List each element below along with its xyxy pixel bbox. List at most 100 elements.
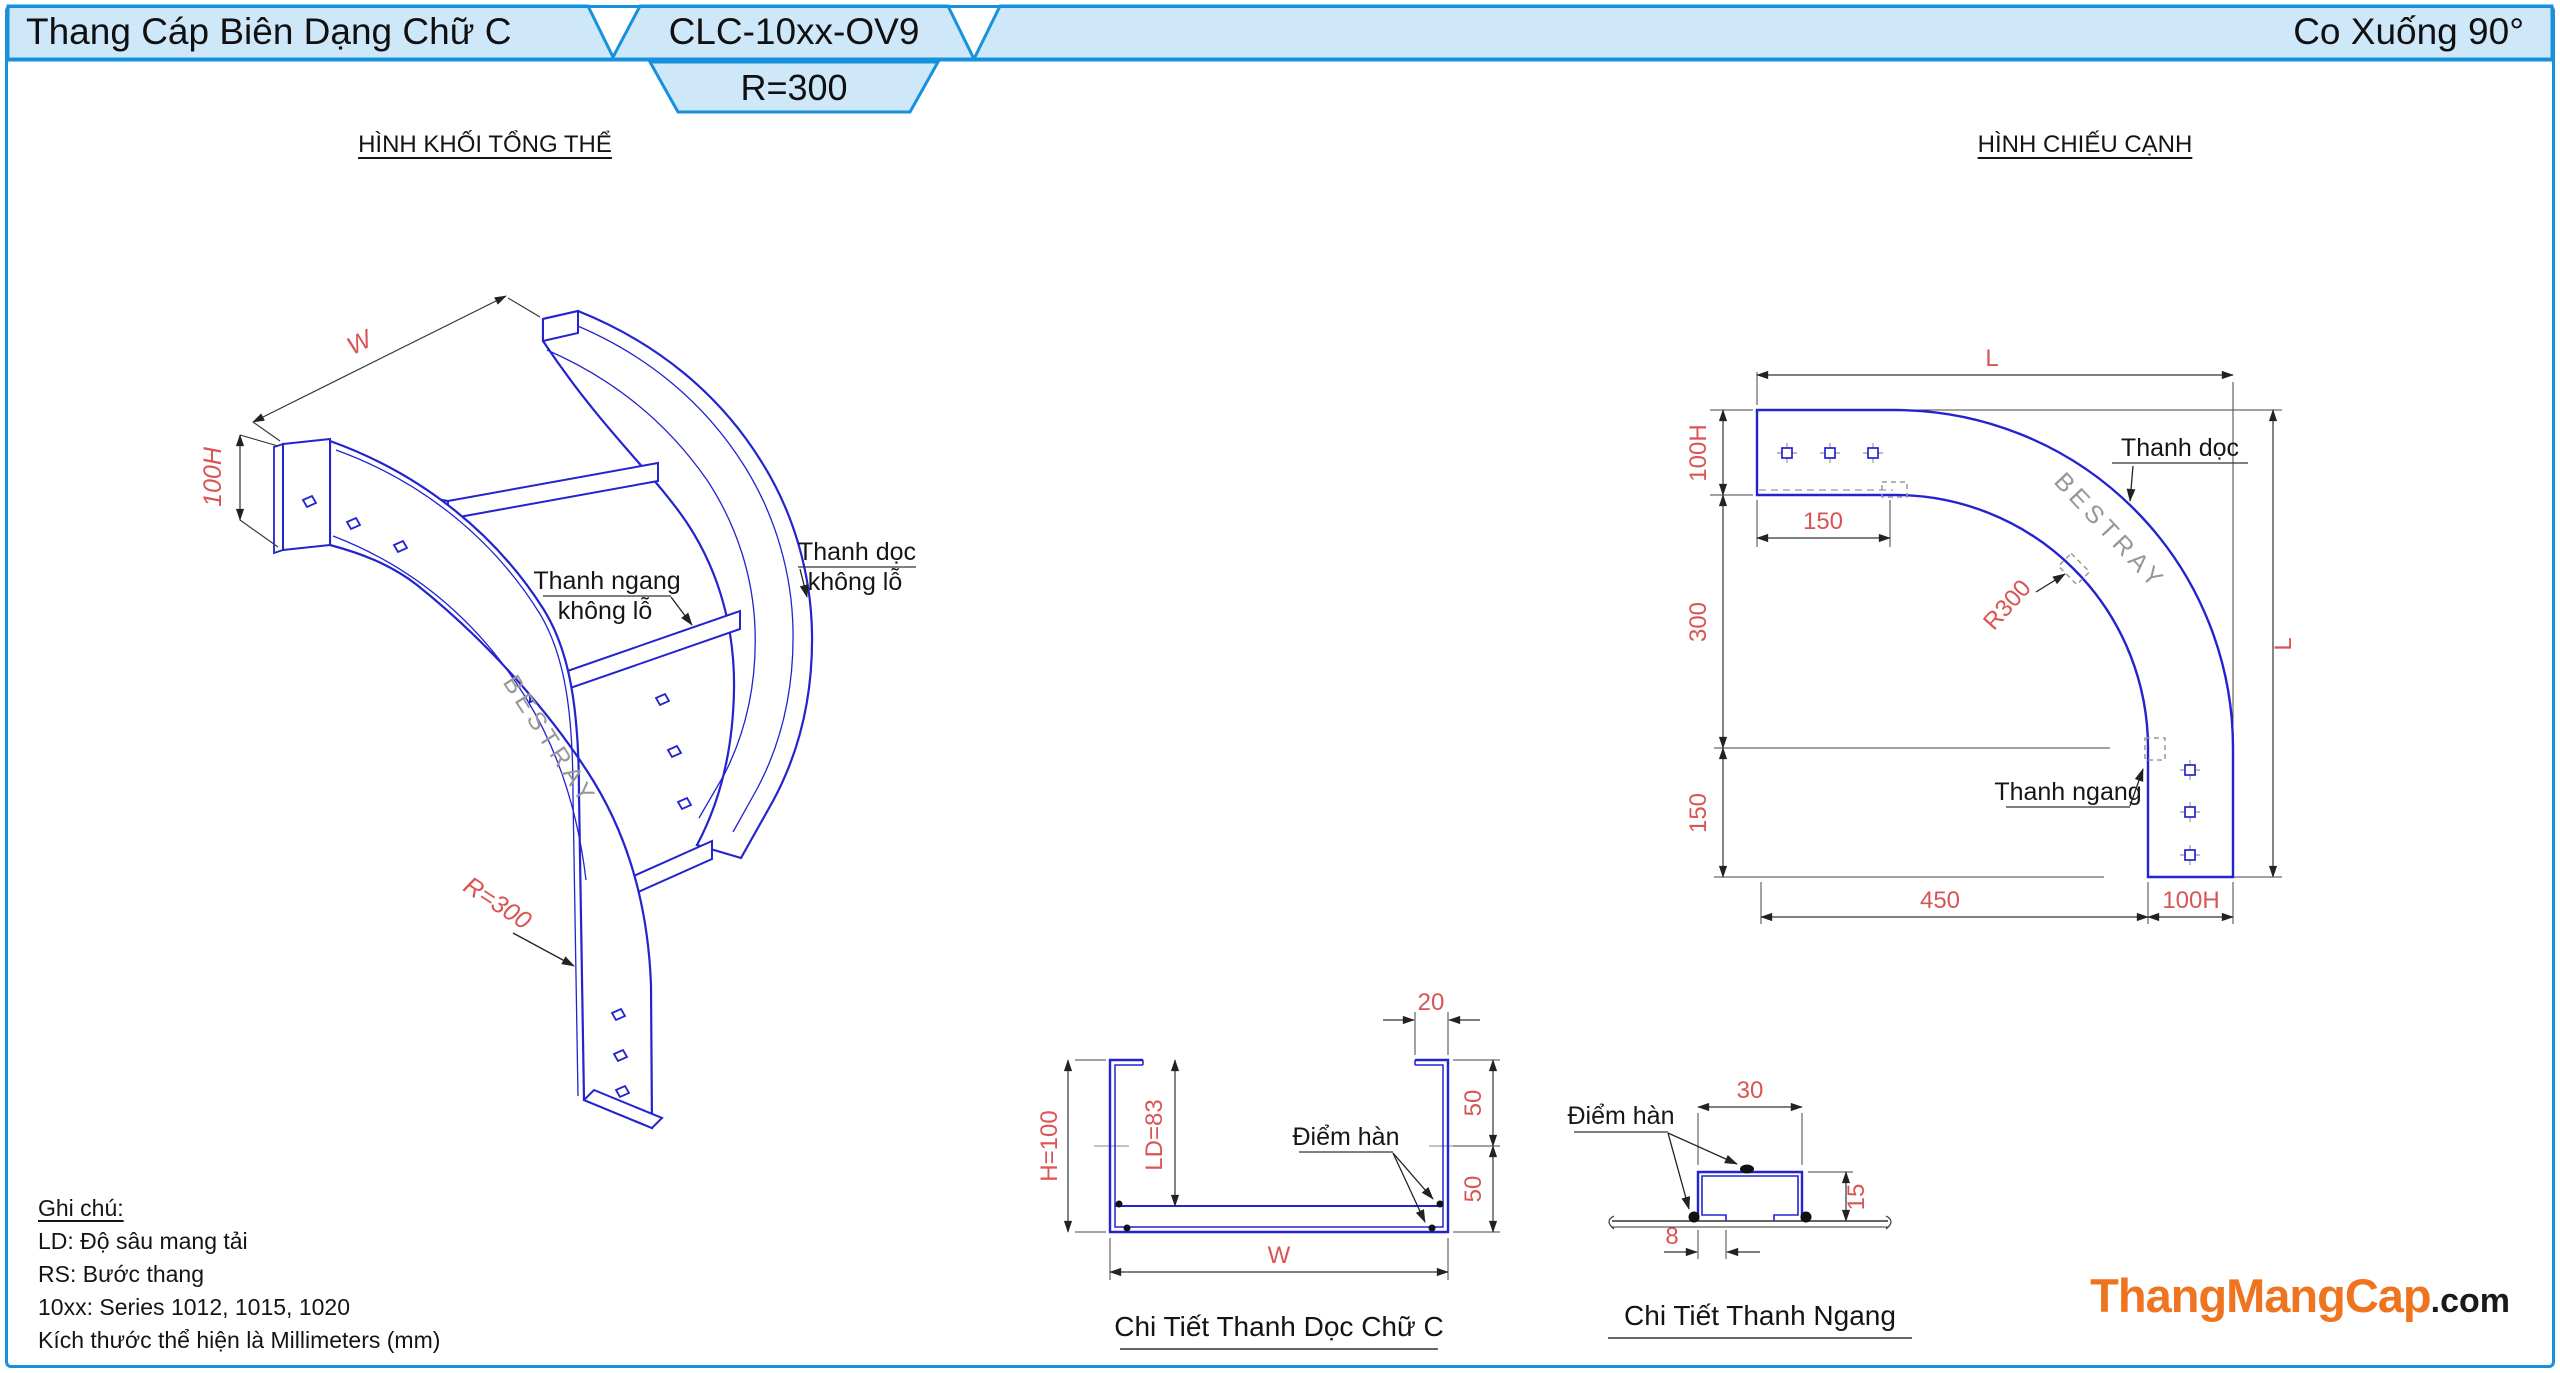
iso-w-ext-line bbox=[252, 421, 281, 442]
iso-rung-label-2: không lỗ bbox=[558, 596, 653, 625]
header-band bbox=[6, 4, 2554, 114]
c-dim-LD-label: LD=83 bbox=[1141, 1099, 1168, 1170]
iso-near-rail bbox=[328, 439, 654, 1130]
rung-weld-blob bbox=[1740, 1164, 1754, 1174]
c-weld-leader bbox=[1392, 1152, 1426, 1223]
iso-leg-hole bbox=[610, 1007, 627, 1022]
c-profile-inner bbox=[1114, 1064, 1444, 1228]
iso-radius-label: R=300 bbox=[459, 871, 537, 935]
iso-h-dim-label: 100H bbox=[199, 446, 227, 507]
iso-w-dim-line bbox=[252, 295, 507, 423]
iso-rung-label: Thanh ngang bbox=[533, 567, 680, 595]
side-dim-100H-left-label: 100H bbox=[1685, 424, 1712, 481]
iso-rung-top bbox=[447, 461, 659, 521]
side-weld-mark bbox=[1881, 481, 1908, 498]
rung-detail-title: Chi Tiết Thanh Ngang bbox=[1624, 1300, 1896, 1331]
iso-far-rail-hole bbox=[676, 796, 693, 811]
iso-rung-leader bbox=[670, 596, 693, 626]
iso-far-rail-flange-line bbox=[567, 321, 794, 833]
iso-h-ext-line bbox=[239, 519, 279, 548]
side-radius-leader bbox=[2035, 573, 2066, 593]
rung-dim-8-label: 8 bbox=[1665, 1223, 1678, 1250]
iso-far-rail-end-cap bbox=[542, 309, 579, 343]
iso-near-rail-hole bbox=[392, 539, 409, 554]
c-weld-label: Điểm hàn bbox=[1293, 1123, 1400, 1151]
iso-w-dim-label: W bbox=[342, 324, 378, 361]
side-elbow-outline bbox=[1755, 408, 2235, 879]
iso-far-rail-inner-flange-line bbox=[546, 349, 756, 819]
brand-logo-suffix: .com bbox=[2430, 1282, 2510, 1320]
rung-weld-leader bbox=[1667, 1132, 1738, 1165]
side-rail-label: Thanh dọc bbox=[2121, 434, 2239, 462]
rung-weld-blob bbox=[1688, 1211, 1700, 1223]
iso-h-ext-line bbox=[239, 434, 279, 447]
iso-near-rail-hole bbox=[301, 494, 318, 509]
header-radius-tab-shape bbox=[647, 60, 941, 114]
brand-logo: ThangMangCap.com bbox=[2030, 1268, 2510, 1323]
side-weld-mark bbox=[2057, 552, 2091, 586]
c-profile-outer bbox=[1108, 1058, 1450, 1234]
side-rung-label: Thanh ngang bbox=[1994, 778, 2141, 806]
side-leg-hole bbox=[2184, 806, 2196, 818]
iso-rail-label: Thanh dọc bbox=[798, 538, 916, 566]
iso-near-end-plate-side bbox=[273, 442, 284, 555]
side-dim-100H-bottom-label: 100H bbox=[2162, 887, 2219, 914]
iso-rail-leader bbox=[799, 568, 809, 598]
rung-dim-30-label: 30 bbox=[1737, 1077, 1764, 1104]
side-leg-hole bbox=[2184, 764, 2196, 776]
side-rung-leader bbox=[2129, 768, 2144, 807]
notes-line-series: 10xx: Series 1012, 1015, 1020 bbox=[38, 1294, 351, 1320]
iso-near-rail-inner-flange-line bbox=[332, 535, 587, 881]
c-dim-20-label: 20 bbox=[1418, 989, 1445, 1016]
iso-leg-hole bbox=[614, 1084, 631, 1099]
side-weld-mark bbox=[2144, 737, 2166, 761]
notes-line-units: Kích thước thể hiện là Millimeters (mm) bbox=[38, 1327, 441, 1353]
side-dim-L-right-label: L bbox=[2270, 637, 2297, 650]
rung-dim-15-label: 15 bbox=[1843, 1184, 1870, 1211]
product-title: Thang Cáp Biên Dạng Chữ C bbox=[26, 11, 512, 52]
c-dim-W-label: W bbox=[1268, 1242, 1291, 1269]
c-weld-leader bbox=[1392, 1152, 1434, 1200]
iso-rail-label-2: không lỗ bbox=[808, 567, 903, 596]
rung-hat-outer bbox=[1696, 1170, 1804, 1221]
model-code: CLC-10xx-OV9 bbox=[668, 11, 920, 52]
side-dim-450-label: 450 bbox=[1920, 887, 1960, 914]
c-weld-dot bbox=[1428, 1224, 1436, 1232]
c-dim-50-lower-label: 50 bbox=[1460, 1176, 1487, 1203]
rung-weld-leader bbox=[1667, 1132, 1691, 1210]
c-weld-dot bbox=[1123, 1224, 1131, 1232]
iso-leg-hole bbox=[612, 1048, 629, 1063]
iso-view-drawing: BESTRAY W 100H R=300 Thanh ngang không l… bbox=[199, 295, 916, 1130]
iso-near-rail-hole bbox=[345, 516, 362, 531]
iso-w-ext-line bbox=[507, 297, 541, 318]
rung-plate-break bbox=[1608, 1215, 1615, 1230]
rung-plate-break bbox=[1885, 1215, 1892, 1230]
side-dim-150-horiz-label: 150 bbox=[1803, 508, 1843, 535]
rung-weld-blob bbox=[1800, 1211, 1812, 1223]
side-bar-hole bbox=[1781, 447, 1793, 459]
notes-line-ld: LD: Độ sâu mang tải bbox=[38, 1228, 248, 1254]
side-bar-hole bbox=[1867, 447, 1879, 459]
side-leg-hole bbox=[2184, 849, 2196, 861]
notes-line-rs: RS: Bước thang bbox=[38, 1261, 204, 1287]
notes-title: Ghi chú: bbox=[38, 1195, 124, 1221]
brand-logo-name: ThangMangCap bbox=[2090, 1269, 2431, 1322]
c-weld-dot bbox=[1115, 1200, 1123, 1208]
rung-hat-inner bbox=[1701, 1175, 1799, 1221]
side-bar-hole bbox=[1824, 447, 1836, 459]
c-dim-50-upper-label: 50 bbox=[1460, 1090, 1487, 1117]
radius-tab: R=300 bbox=[740, 67, 848, 108]
iso-view-title: HÌNH KHỐI TỔNG THỂ bbox=[358, 131, 612, 158]
iso-far-rail-hole bbox=[654, 692, 671, 707]
side-radius-label: R300 bbox=[1978, 575, 2036, 636]
c-weld-dot bbox=[1436, 1200, 1444, 1208]
iso-near-end-plate bbox=[282, 437, 331, 552]
side-view-drawing: L 100H 300 150 150 450 100H L R300 BESTR… bbox=[1685, 345, 2297, 924]
side-dim-150-vert-label: 150 bbox=[1685, 793, 1712, 833]
iso-radius-leader bbox=[512, 932, 575, 967]
iso-near-rail-leg-cap bbox=[582, 1088, 664, 1130]
c-detail-title: Chi Tiết Thanh Dọc Chữ C bbox=[1114, 1311, 1443, 1342]
notes-block: Ghi chú: LD: Độ sâu mang tải RS: Bước th… bbox=[38, 1192, 440, 1357]
c-profile-detail-drawing: 20 H=100 LD=83 50 50 W Điểm hàn Chi Tiết… bbox=[1036, 989, 1500, 1350]
